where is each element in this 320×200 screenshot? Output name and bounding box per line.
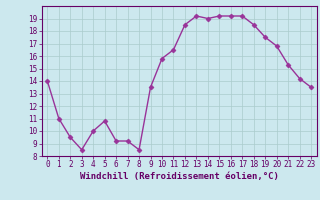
X-axis label: Windchill (Refroidissement éolien,°C): Windchill (Refroidissement éolien,°C) <box>80 172 279 181</box>
